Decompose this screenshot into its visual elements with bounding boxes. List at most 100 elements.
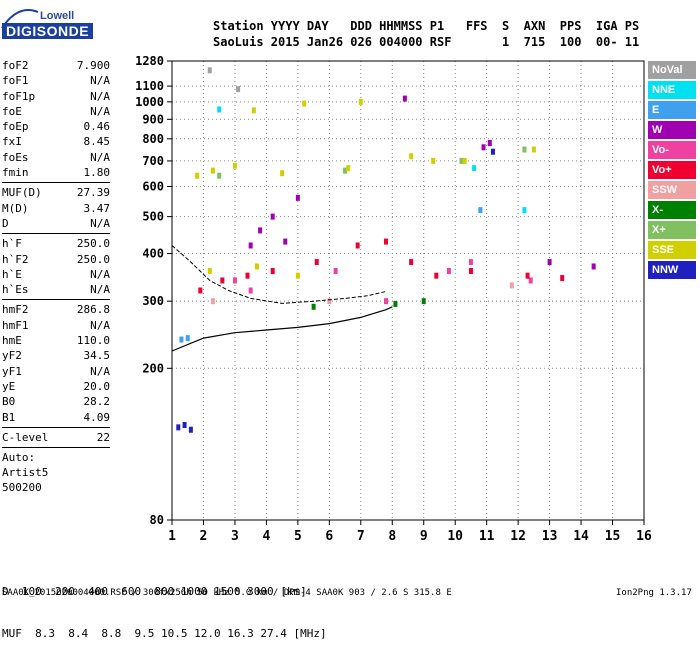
param-label: hmF2 — [2, 303, 29, 317]
autoscale-line-3: 500200 — [2, 481, 42, 495]
legend-item: NNE — [648, 81, 696, 99]
muf-value: 16.3 — [220, 627, 254, 640]
plot-frame — [171, 60, 645, 521]
param-label: B0 — [2, 395, 16, 409]
param-value: 22 — [96, 430, 110, 444]
param-label: M(D) — [2, 201, 29, 215]
muf-value: 27.4 — [253, 627, 287, 640]
echo-point — [481, 144, 486, 151]
muf-value: 8.3 — [21, 627, 55, 640]
param-row: C-level 22 — [2, 430, 110, 445]
x-tick-label: 13 — [542, 529, 558, 544]
echo-point — [383, 238, 388, 245]
echo-point — [434, 272, 439, 279]
param-row: h`Es N/A — [2, 282, 110, 297]
param-value: N/A — [90, 364, 110, 378]
muf-row: MUF 8.3 8.4 8.8 9.5 10.5 12.0 16.3 27.4 … — [2, 627, 327, 641]
echo-point — [210, 298, 215, 305]
param-label: fxI — [2, 135, 22, 149]
muf-value: 10.5 — [154, 627, 188, 640]
x-tick-label: 1 — [168, 529, 176, 544]
x-tick-label: 6 — [325, 529, 333, 544]
legend-item: SSW — [648, 181, 696, 199]
param-row: foEs N/A — [2, 150, 110, 165]
echo-point — [522, 146, 527, 153]
y-tick-label: 1280 — [135, 54, 164, 68]
x-tick-label: 4 — [262, 529, 270, 544]
muf-value: 9.5 — [121, 627, 155, 640]
echo-point — [258, 227, 263, 234]
legend-item: X+ — [648, 221, 696, 239]
echo-point — [195, 172, 200, 179]
echo-point — [462, 157, 467, 164]
d-unit: [km] — [280, 585, 307, 598]
autoscale-line-2: Artist5 — [2, 466, 49, 480]
echo-point — [468, 259, 473, 266]
echo-point — [210, 167, 215, 174]
param-label: foEs — [2, 150, 29, 164]
echo-point — [232, 277, 237, 284]
param-row: MUF(D) 27.39 — [2, 185, 110, 200]
param-row: h`F2 250.0 — [2, 252, 110, 267]
param-label: C-level — [2, 430, 49, 444]
params-group-1: foF2 7.900 foF1 N/A foF1p N/A foE N/A foEp 0.46 fx… — [2, 58, 110, 180]
echo-point — [431, 157, 436, 164]
param-value: N/A — [90, 150, 110, 164]
scaled-parameters-panel: foF2 7.900 foF1 N/A foF1p N/A foE N/A foEp 0.46 fx… — [2, 58, 110, 495]
separator — [2, 233, 110, 235]
y-tick-label: 200 — [142, 361, 164, 375]
param-value: N/A — [90, 318, 110, 332]
legend-item: SSE — [648, 241, 696, 259]
param-row: fxI 8.45 — [2, 134, 110, 149]
d-label: D — [2, 585, 9, 598]
distance-row: D 100 200 400 600 800 1000 1500 3000 [km… — [2, 585, 327, 599]
echo-point — [402, 95, 407, 102]
echo-point — [547, 259, 552, 266]
echo-point — [333, 268, 338, 275]
echo-point — [393, 300, 398, 307]
echo-point — [198, 287, 203, 294]
params-group-4: hmF2 286.8 hmF1 N/A hmE 110.0 yF2 34.5 yF1 N/A yE 2… — [2, 302, 110, 424]
echo-point — [409, 153, 414, 160]
echo-point — [179, 336, 184, 343]
param-row: h`F 250.0 — [2, 236, 110, 251]
legend-item: E — [648, 101, 696, 119]
x-tick-label: 16 — [636, 529, 652, 544]
params-group-2: MUF(D) 27.39 M(D) 3.47 D N/A — [2, 185, 110, 231]
echo-point — [459, 157, 464, 164]
separator — [2, 447, 110, 449]
echo-point — [245, 272, 250, 279]
param-row: yE 20.0 — [2, 379, 110, 394]
echo-point — [248, 242, 253, 249]
echo-point — [188, 426, 193, 433]
echo-point — [343, 167, 348, 174]
chart-grid — [172, 61, 644, 520]
param-row: B0 28.2 — [2, 394, 110, 409]
muf-distance-table: D 100 200 400 600 800 1000 1500 3000 [km… — [2, 557, 327, 655]
param-value: 3.47 — [83, 201, 111, 215]
echo-point — [270, 213, 275, 220]
param-label: h`F2 — [2, 252, 29, 266]
y-tick-label: 80 — [150, 513, 164, 527]
distance-value: 1500 — [207, 585, 241, 598]
y-tick-label: 400 — [142, 247, 164, 261]
muf-value: 12.0 — [187, 627, 221, 640]
param-value: 4.09 — [83, 410, 111, 424]
echo-point — [176, 424, 181, 431]
footer-file-info: SAA0K_2015026004000.RSF / 300fx256h 50 k… — [2, 588, 452, 598]
distance-value: 200 — [41, 585, 75, 598]
legend-item: NoVal — [648, 61, 696, 79]
param-label: D — [2, 216, 9, 230]
echo-point — [355, 242, 360, 249]
y-tick-label: 800 — [142, 132, 164, 146]
param-label: yF1 — [2, 364, 22, 378]
y-tick-label: 700 — [142, 154, 164, 168]
x-tick-label: 7 — [357, 529, 365, 544]
logo-product: DIGISONDE — [2, 23, 94, 39]
y-tick-label: 500 — [142, 210, 164, 224]
x-tick-label: 3 — [231, 529, 239, 544]
echo-point — [531, 146, 536, 153]
footer-version: Ion2Png 1.3.17 — [616, 588, 692, 598]
x-tick-label: 14 — [573, 529, 589, 544]
legend-item: X- — [648, 201, 696, 219]
